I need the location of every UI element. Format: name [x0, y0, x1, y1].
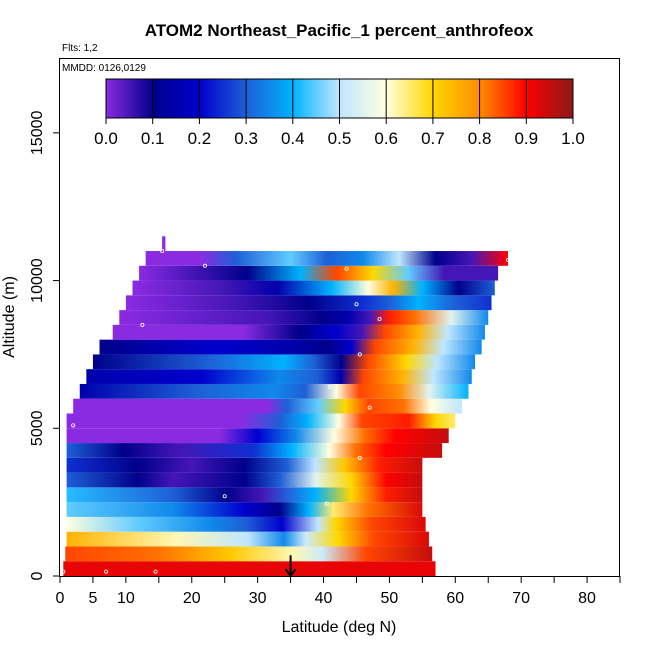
x-axis-label: Latitude (deg N) — [282, 619, 397, 636]
marker-point — [202, 263, 207, 268]
colorbar-tick-label: 0.5 — [328, 129, 352, 148]
marker-point — [423, 470, 428, 475]
data-layer — [119, 310, 489, 325]
colorbar-tick-label: 0.2 — [188, 129, 212, 148]
x-tick-label: 70 — [512, 590, 530, 607]
data-layer — [66, 413, 456, 429]
data-layer — [162, 236, 166, 252]
x-tick-label: 30 — [249, 590, 267, 607]
x-tick-label: 80 — [578, 590, 596, 607]
marker-point — [354, 302, 359, 307]
x-tick-label: 40 — [315, 590, 333, 607]
marker-point — [328, 384, 333, 389]
y-axis-label: Altitude (m) — [1, 276, 18, 358]
marker-point — [357, 455, 362, 460]
x-axis: 0 5 10 20 30 40 50 60 70 80 — [56, 576, 621, 607]
data-layer — [63, 561, 436, 576]
colorbar-tick-label: 0.8 — [468, 129, 492, 148]
data-layer — [66, 428, 449, 444]
colorbar-tick-label: 0.6 — [374, 129, 398, 148]
plot-area — [63, 236, 508, 576]
marker-point — [71, 423, 76, 428]
y-tick-label: 5000 — [29, 410, 46, 446]
colorbar-tick-label: 0.4 — [281, 129, 305, 148]
marker-point — [104, 569, 109, 574]
flights-label: Flts: 1,2 — [62, 43, 98, 54]
data-layer — [112, 324, 485, 340]
data-layer — [66, 457, 423, 473]
data-layer — [66, 472, 423, 488]
data-layer — [86, 369, 472, 384]
x-tick-label: 10 — [117, 590, 135, 607]
x-tick-label: 50 — [381, 590, 399, 607]
marker-point — [222, 494, 227, 499]
colorbar-tick-label: 0.7 — [421, 129, 445, 148]
marker-point — [61, 569, 66, 574]
x-tick-label: 20 — [183, 590, 201, 607]
marker-point — [153, 569, 158, 574]
colorbar-tick-label: 0.0 — [94, 129, 118, 148]
marker-point — [377, 316, 382, 321]
colorbar-tick-label: 0.9 — [514, 129, 538, 148]
data-layer — [73, 398, 462, 414]
plot-frame — [59, 58, 620, 577]
y-tick-label: 0 — [29, 571, 46, 580]
data-layer — [139, 265, 499, 281]
data-layer — [99, 339, 482, 355]
marker-point — [367, 405, 372, 410]
marker-point — [344, 266, 349, 271]
colorbar: 0.0 0.1 0.2 0.3 0.4 0.5 0.6 0.7 0.8 0.9 1.0 — [94, 78, 585, 148]
data-layer — [66, 443, 443, 458]
data-layer — [132, 280, 495, 296]
data-layer — [145, 251, 508, 266]
x-tick-label: 5 — [88, 590, 97, 607]
data-layer — [92, 354, 476, 370]
y-axis: 0 5000 10000 15000 — [29, 111, 60, 580]
x-tick-label: 0 — [56, 590, 65, 607]
marker-point — [324, 501, 329, 506]
marker-point — [140, 322, 145, 327]
x-tick-label: 60 — [446, 590, 464, 607]
data-layer — [65, 546, 433, 562]
colorbar-tick-label: 0.3 — [234, 129, 258, 148]
markers — [61, 249, 510, 574]
data-layer — [66, 516, 426, 532]
data-layer — [66, 502, 423, 517]
y-tick-label: 10000 — [29, 258, 46, 303]
marker-point — [357, 352, 362, 357]
data-layer — [66, 487, 423, 503]
chart-title: ATOM2 Northeast_Pacific_1 percent_anthro… — [145, 21, 534, 40]
y-tick-label: 15000 — [29, 111, 46, 156]
colorbar-tick-label: 0.1 — [141, 129, 165, 148]
dates-label: MMDD: 0126,0129 — [62, 63, 146, 74]
data-layer — [125, 295, 492, 311]
marker-point — [505, 257, 510, 262]
colorbar-tick-label: 1.0 — [561, 129, 585, 148]
marker-point — [160, 249, 165, 254]
data-layer — [79, 383, 469, 399]
data-layer — [66, 531, 429, 547]
